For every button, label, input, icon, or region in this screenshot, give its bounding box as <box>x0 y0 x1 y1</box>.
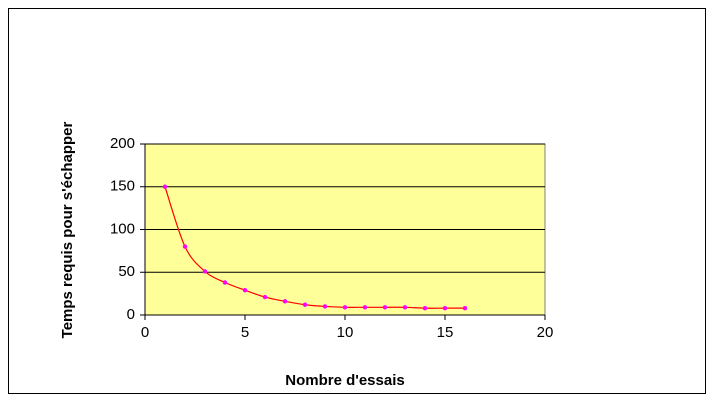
y-tick-label: 200 <box>110 135 135 152</box>
y-tick-label: 0 <box>127 306 135 323</box>
data-point <box>162 184 168 189</box>
data-point <box>302 302 308 307</box>
data-point <box>442 305 448 311</box>
data-point <box>322 304 328 309</box>
y-tick-label: 50 <box>118 263 135 280</box>
data-point <box>422 305 428 311</box>
x-tick-label: 20 <box>537 324 554 341</box>
data-point <box>202 269 208 274</box>
series-line <box>164 186 465 309</box>
x-tick-label: 10 <box>337 324 354 341</box>
y-tick-label: 150 <box>110 178 135 195</box>
data-point <box>462 305 468 311</box>
data-point <box>342 305 348 310</box>
y-tick-label: 100 <box>110 220 135 237</box>
x-tick-label: 15 <box>437 324 454 341</box>
x-tick-label: 0 <box>141 324 149 341</box>
data-point <box>282 299 288 304</box>
data-point <box>262 294 268 300</box>
data-point <box>182 244 188 249</box>
data-point <box>382 305 388 310</box>
data-point <box>222 280 228 285</box>
x-tick-label: 5 <box>241 324 249 341</box>
data-point <box>402 305 408 310</box>
y-axis-label: Temps requis pour s'échapper <box>59 122 76 339</box>
data-point <box>242 288 248 293</box>
data-point <box>362 305 368 310</box>
x-axis-label: Nombre d'essais <box>285 372 404 389</box>
